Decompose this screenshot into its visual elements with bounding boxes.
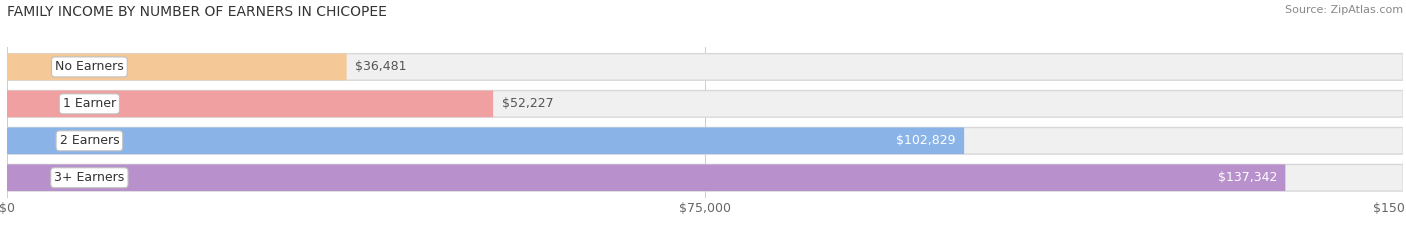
FancyBboxPatch shape (7, 54, 347, 80)
Text: $36,481: $36,481 (354, 60, 406, 73)
Text: No Earners: No Earners (55, 60, 124, 73)
Text: $52,227: $52,227 (502, 97, 553, 110)
Text: $137,342: $137,342 (1218, 171, 1277, 184)
Text: Source: ZipAtlas.com: Source: ZipAtlas.com (1285, 5, 1403, 15)
FancyBboxPatch shape (7, 127, 965, 154)
FancyBboxPatch shape (7, 127, 1403, 154)
Text: FAMILY INCOME BY NUMBER OF EARNERS IN CHICOPEE: FAMILY INCOME BY NUMBER OF EARNERS IN CH… (7, 5, 387, 19)
Text: 2 Earners: 2 Earners (59, 134, 120, 147)
Text: $102,829: $102,829 (896, 134, 956, 147)
Text: 1 Earner: 1 Earner (63, 97, 115, 110)
FancyBboxPatch shape (7, 91, 494, 117)
FancyBboxPatch shape (7, 164, 1285, 191)
FancyBboxPatch shape (7, 91, 1403, 117)
Text: 3+ Earners: 3+ Earners (55, 171, 125, 184)
FancyBboxPatch shape (7, 54, 1403, 80)
FancyBboxPatch shape (7, 164, 1403, 191)
